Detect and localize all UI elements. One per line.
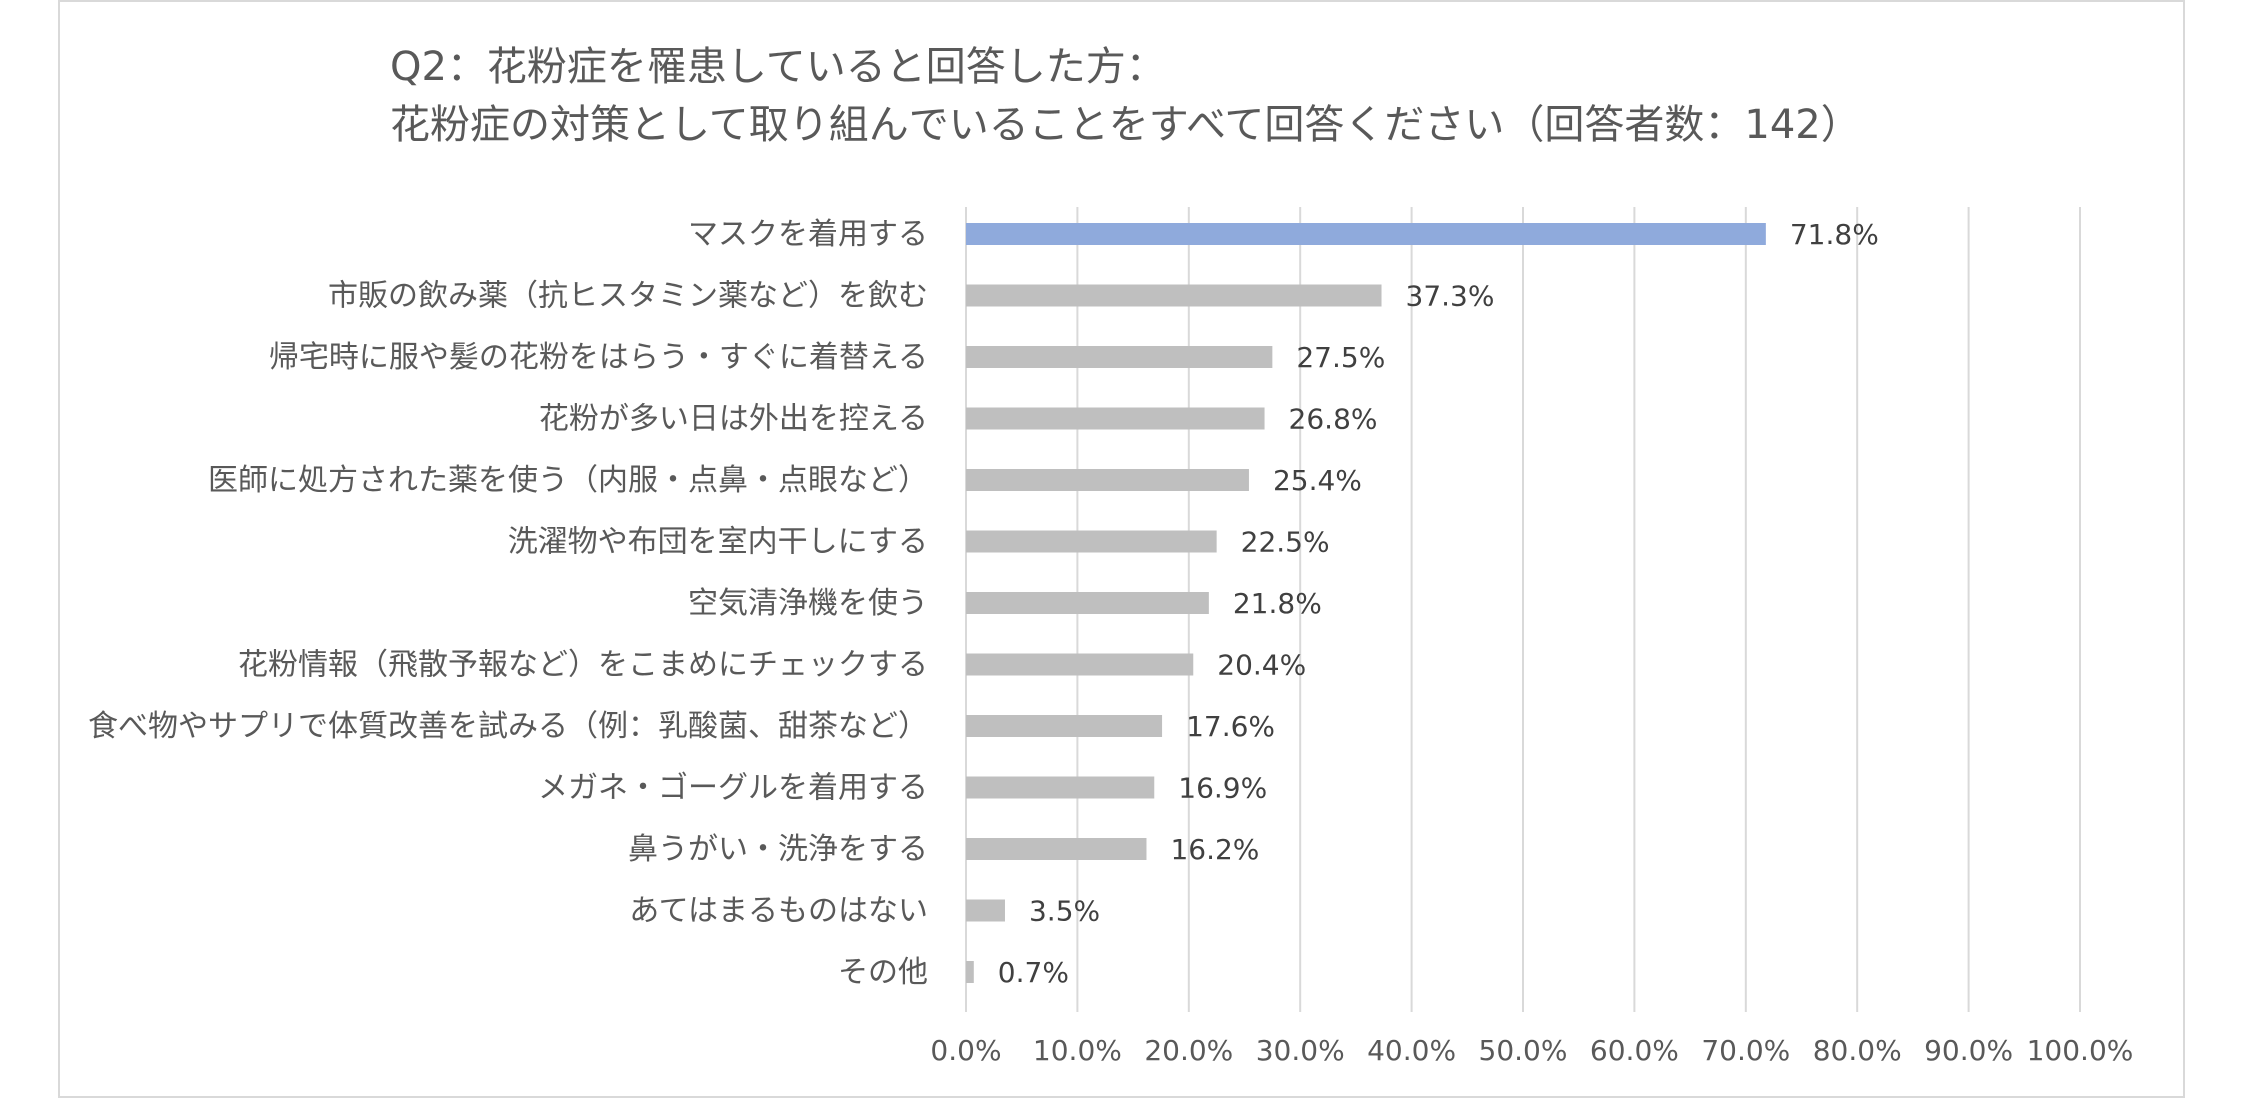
data-label: 71.8% — [1790, 218, 1879, 251]
data-label: 27.5% — [1296, 341, 1385, 374]
data-label: 21.8% — [1233, 587, 1322, 620]
category-label: 洗濯物や布団を室内干しにする — [508, 525, 928, 560]
category-label: マスクを着用する — [688, 217, 928, 252]
x-tick-label: 70.0% — [1701, 1034, 1790, 1067]
x-tick-label: 30.0% — [1256, 1034, 1345, 1067]
category-label: 食べ物やサプリで体質改善を試みる（例：乳酸菌、甜茶など） — [88, 709, 928, 744]
category-label: メガネ・ゴーグルを着用する — [538, 771, 928, 806]
x-tick-label: 0.0% — [930, 1034, 1001, 1067]
category-label: 空気清浄機を使う — [688, 586, 928, 621]
chart-title-line-2: 花粉症の対策として取り組んでいることをすべて回答ください（回答者数：142） — [390, 102, 1861, 148]
category-label: 市販の飲み薬（抗ヒスタミン薬など）を飲む — [328, 279, 928, 314]
bar — [966, 284, 1382, 307]
data-label: 26.8% — [1289, 403, 1378, 436]
bar — [966, 653, 1194, 676]
category-label: 帰宅時に服や髪の花粉をはらう・すぐに着替える — [269, 340, 928, 375]
data-label: 37.3% — [1406, 280, 1495, 313]
bar — [966, 961, 974, 983]
category-label: その他 — [838, 955, 928, 990]
data-label: 16.2% — [1170, 833, 1259, 866]
category-label: 花粉情報（飛散予報など）をこまめにチェックする — [238, 648, 928, 683]
x-tick-label: 50.0% — [1479, 1034, 1568, 1067]
x-tick-label: 10.0% — [1033, 1034, 1122, 1067]
bar — [966, 223, 1766, 245]
x-tick-label: 40.0% — [1367, 1034, 1456, 1067]
data-label: 17.6% — [1186, 710, 1275, 743]
bars — [966, 223, 1766, 983]
bar-chart: Q2：花粉症を罹患していると回答した方： 花粉症の対策として取り組んでいることを… — [88, 44, 2133, 1067]
bar — [966, 592, 1209, 614]
category-label: 鼻うがい・洗浄をする — [628, 832, 928, 867]
bar — [966, 838, 1147, 860]
data-label: 16.9% — [1178, 772, 1267, 805]
data-label: 3.5% — [1029, 895, 1100, 928]
category-labels: マスクを着用する市販の飲み薬（抗ヒスタミン薬など）を飲む帰宅時に服や髪の花粉をは… — [88, 217, 928, 990]
data-label: 20.4% — [1217, 649, 1306, 682]
data-label: 22.5% — [1241, 526, 1330, 559]
bar — [966, 899, 1005, 922]
category-label: 花粉が多い日は外出を控える — [539, 402, 928, 437]
data-label: 0.7% — [998, 956, 1069, 989]
x-tick-label: 60.0% — [1590, 1034, 1679, 1067]
data-label: 25.4% — [1273, 464, 1362, 497]
bar — [966, 346, 1273, 368]
gridlines — [965, 207, 2081, 1012]
bar — [966, 469, 1249, 491]
x-tick-label: 90.0% — [1924, 1034, 2013, 1067]
x-tick-label: 100.0% — [2027, 1034, 2134, 1067]
chart-frame: Q2：花粉症を罹患していると回答した方： 花粉症の対策として取り組んでいることを… — [58, 0, 2185, 1098]
category-label: 医師に処方された薬を使う（内服・点鼻・点眼など） — [208, 463, 928, 498]
x-tick-label: 80.0% — [1813, 1034, 1902, 1067]
chart-title-line-1: Q2：花粉症を罹患していると回答した方： — [390, 44, 1166, 90]
x-tick-label: 20.0% — [1144, 1034, 1233, 1067]
category-label: あてはまるものはない — [629, 894, 928, 929]
bar — [966, 715, 1163, 737]
bar — [966, 407, 1265, 430]
data-labels: 71.8% 37.3% 27.5% 26.8% 25.4% 22.5% 21.8% 20.4%… — [998, 218, 1879, 989]
bar — [966, 776, 1155, 799]
x-axis-ticks: 0.0% 10.0% 20.0% 30.0% 40.0% 50.0% 60.0% 70.0% 8… — [930, 1034, 2133, 1067]
bar — [966, 530, 1217, 553]
